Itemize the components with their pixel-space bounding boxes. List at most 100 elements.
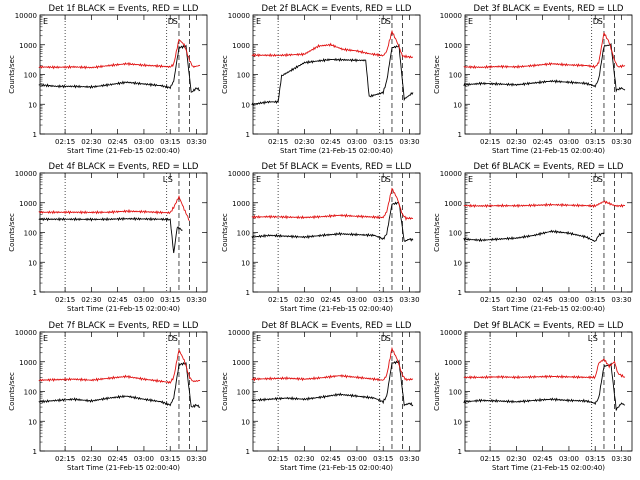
events-series-line: [251, 201, 414, 242]
marker-letter: D: [593, 17, 599, 26]
x-tick-label: 02:30: [506, 138, 526, 146]
y-tick-label: 10000: [228, 170, 250, 178]
y-tick-label: 1000: [19, 359, 37, 367]
y-axis-label: Counts/sec: [8, 55, 16, 94]
plot-frame: [252, 331, 421, 452]
y-tick-label: 10: [453, 101, 462, 109]
panel-title: Det 6f BLACK = Events, RED = LLD: [474, 162, 624, 172]
x-axis-label: Start Time (21-Feb-15 02:00:40): [492, 147, 605, 155]
x-tick-label: 03:00: [347, 138, 367, 146]
x-tick-label: 02:15: [55, 138, 75, 146]
marker-letter: D: [168, 17, 174, 26]
marker-letter: S: [598, 175, 603, 184]
y-axis-label: Counts/sec: [8, 372, 16, 411]
panel-det-1f: Det 1f BLACK = Events, RED = LLD 1 10 100 10…: [8, 4, 208, 155]
y-tick-label: 1: [246, 131, 250, 139]
x-tick-label: 03:00: [559, 455, 579, 463]
y-tick-label: 100: [237, 389, 250, 397]
x-tick-label: 03:15: [160, 138, 180, 146]
x-tick-label: 03:30: [611, 296, 631, 304]
y-tick-label: 1000: [444, 200, 462, 208]
x-tick-label: 03:15: [585, 296, 605, 304]
y-tick-label: 1000: [232, 359, 250, 367]
lld-series-line: [251, 29, 414, 59]
x-tick-label: 02:45: [321, 455, 341, 463]
x-tick-label: 02:30: [506, 455, 526, 463]
marker-letter: S: [386, 175, 391, 184]
lld-series-line: [38, 38, 201, 70]
marker-letter: S: [386, 17, 391, 26]
x-tick-label: 03:30: [399, 138, 419, 146]
x-tick-label: 03:15: [160, 455, 180, 463]
y-tick-label: 10: [241, 418, 250, 426]
y-axis-label: Counts/sec: [8, 213, 16, 252]
x-tick-label: 03:15: [373, 138, 393, 146]
y-tick-label: 10000: [228, 329, 250, 337]
y-tick-label: 1: [33, 289, 37, 297]
x-tick-label: 03:15: [373, 455, 393, 463]
x-tick-label: 02:45: [108, 138, 128, 146]
events-series-line: [463, 229, 605, 243]
x-axis-label: Start Time (21-Feb-15 02:00:40): [492, 464, 605, 472]
y-axis-label: Counts/sec: [433, 55, 441, 94]
x-tick-label: 02:15: [268, 455, 288, 463]
panel-det-9f: Det 9f BLACK = Events, RED = LLD 1 10 100 10…: [433, 321, 633, 472]
x-tick-label: 02:30: [81, 455, 101, 463]
y-tick-label: 100: [237, 72, 250, 80]
x-tick-label: 03:30: [399, 296, 419, 304]
y-axis-label: Counts/sec: [433, 372, 441, 411]
y-tick-label: 1: [458, 289, 462, 297]
events-series-line: [38, 216, 183, 254]
marker-letter: S: [593, 334, 598, 343]
x-tick-label: 02:45: [533, 296, 553, 304]
events-series-line: [463, 362, 626, 411]
x-tick-label: 02:45: [108, 296, 128, 304]
x-tick-label: 02:30: [294, 455, 314, 463]
y-tick-label: 100: [24, 72, 37, 80]
lld-series-line: [251, 346, 414, 382]
marker-letter: S: [168, 175, 173, 184]
x-tick-label: 03:30: [611, 138, 631, 146]
marker-letter: S: [386, 334, 391, 343]
panel-title: Det 3f BLACK = Events, RED = LLD: [474, 4, 624, 14]
y-tick-label: 10000: [15, 170, 37, 178]
y-tick-label: 1: [246, 289, 250, 297]
y-tick-label: 1000: [232, 200, 250, 208]
marker-letter: S: [173, 334, 178, 343]
marker-letter: E: [256, 175, 261, 184]
x-axis-label: Start Time (21-Feb-15 02:00:40): [67, 147, 180, 155]
plot-frame: [252, 172, 421, 293]
events-series-line: [38, 361, 201, 409]
x-axis-label: Start Time (21-Feb-15 02:00:40): [280, 305, 393, 313]
x-tick-label: 02:15: [55, 455, 75, 463]
y-axis-label: Counts/sec: [221, 55, 229, 94]
x-tick-label: 02:15: [480, 296, 500, 304]
y-tick-label: 10: [241, 101, 250, 109]
lld-series-line: [38, 349, 201, 385]
lld-series-line: [463, 200, 626, 209]
x-tick-label: 03:00: [559, 138, 579, 146]
y-tick-label: 1: [458, 448, 462, 456]
marker-letter: E: [43, 17, 48, 26]
x-tick-label: 03:30: [399, 455, 419, 463]
y-tick-label: 100: [449, 389, 462, 397]
x-tick-label: 02:30: [294, 296, 314, 304]
x-tick-label: 02:45: [533, 455, 553, 463]
x-tick-label: 03:00: [347, 455, 367, 463]
y-tick-label: 10000: [440, 12, 462, 20]
marker-letter: D: [593, 175, 599, 184]
y-tick-label: 100: [449, 230, 462, 238]
x-tick-label: 03:15: [585, 138, 605, 146]
panel-title: Det 7f BLACK = Events, RED = LLD: [49, 321, 199, 331]
x-tick-label: 03:15: [160, 296, 180, 304]
panel-det-4f: Det 4f BLACK = Events, RED = LLD 1 10 100 10…: [8, 162, 208, 313]
y-tick-label: 10: [28, 101, 37, 109]
y-tick-label: 1: [458, 131, 462, 139]
y-tick-label: 1: [33, 448, 37, 456]
y-tick-label: 10: [453, 259, 462, 267]
y-axis-label: Counts/sec: [221, 372, 229, 411]
lld-series-line: [251, 187, 414, 221]
x-axis-label: Start Time (21-Feb-15 02:00:40): [280, 147, 393, 155]
y-tick-label: 10000: [15, 12, 37, 20]
